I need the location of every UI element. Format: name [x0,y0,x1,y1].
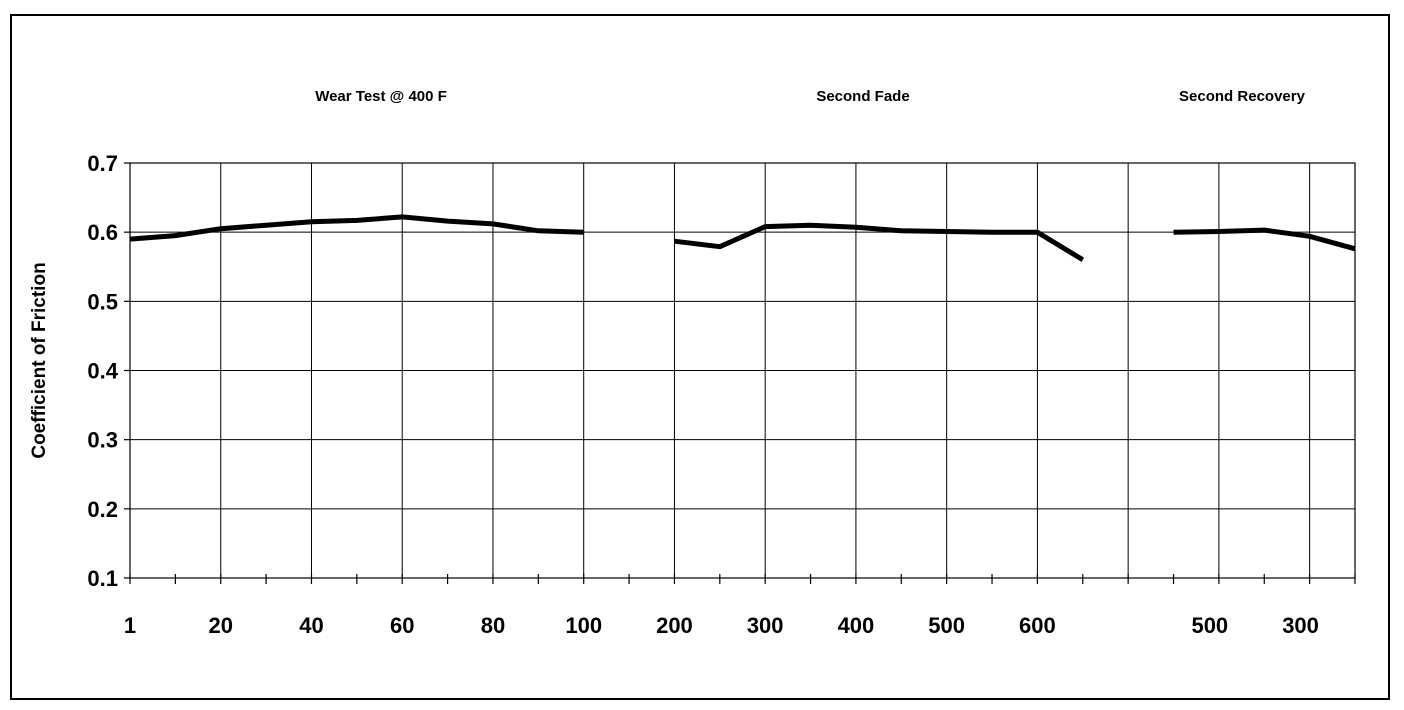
x-tick-label: 100 [565,613,602,638]
x-tick-label: 500 [1191,613,1228,638]
x-tick-label: 200 [656,613,693,638]
series-lines [129,214,1356,262]
x-tick-label: 1 [124,613,136,638]
y-tick-label: 0.7 [87,151,118,176]
x-tick-label: 80 [481,613,505,638]
x-tick-label: 40 [299,613,323,638]
plot-border [129,162,1356,579]
section-title: Second Recovery [1179,88,1306,105]
y-axis-label: Coefficient of Friction [29,262,50,458]
x-tick-label: 600 [1019,613,1056,638]
x-tick-label: 20 [208,613,232,638]
series-line-1 [129,214,584,242]
y-tick-label: 0.4 [87,359,118,384]
section-title: Second Fade [816,88,909,105]
y-tick-label: 0.3 [87,428,118,453]
y-tick-label: 0.6 [87,220,118,245]
section-title: Wear Test @ 400 F [315,88,447,105]
x-tick-label: 500 [928,613,965,638]
grid [124,162,1356,584]
plot-area [129,162,1356,579]
x-tick-label: 300 [747,613,784,638]
y-tick-label: 0.2 [87,497,118,522]
series-line-2 [674,222,1085,262]
x-tick-label: 60 [390,613,414,638]
x-tick-label: 300 [1282,613,1319,638]
series-line-3 [1173,227,1356,252]
labels: 0.1 0.2 0.3 0.4 0.5 0.6 0.7 1 20 40 60 80 100 200 300 4… [29,88,1319,638]
chart-frame [10,14,1390,700]
y-tick-label: 0.1 [87,566,118,591]
y-tick-label: 0.5 [87,289,118,314]
x-tick-label: 400 [838,613,875,638]
